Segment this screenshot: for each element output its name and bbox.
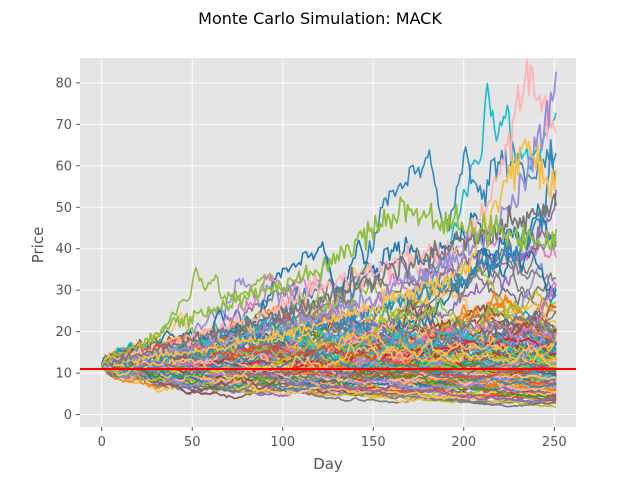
y-tick-label: 30 [55,284,72,299]
x-tick-label: 50 [184,435,201,450]
highlight-path [100,196,557,367]
simulation-path [101,360,557,380]
chart-title: Monte Carlo Simulation: MACK [198,9,442,28]
x-tick-label: 250 [542,435,567,450]
highlight-path [101,58,557,368]
y-tick-label: 80 [55,76,72,91]
simulation-path [101,340,557,374]
simulation-paths [100,58,557,408]
x-tick-label: 100 [270,435,295,450]
x-tick-label: 150 [361,435,386,450]
y-tick-label: 10 [55,367,72,382]
x-tick-label: 0 [98,435,106,450]
simulation-path [101,338,557,380]
y-axis-ticks: 0 10 20 30 40 50 60 70 80 [55,76,80,423]
simulation-path [101,361,557,404]
x-axis-ticks: 0 50 100 150 200 250 [98,427,567,450]
highlight-path [100,192,557,370]
y-tick-label: 20 [55,325,72,340]
x-tick-label: 200 [451,435,476,450]
y-tick-label: 0 [64,408,72,423]
y-tick-label: 60 [55,159,72,174]
y-tick-label: 50 [55,201,72,216]
y-tick-label: 70 [55,118,72,133]
y-axis-label: Price [29,227,47,264]
y-tick-label: 40 [55,242,72,257]
simulation-path [101,326,557,391]
simulation-path [101,351,557,389]
x-axis-label: Day [313,455,343,473]
